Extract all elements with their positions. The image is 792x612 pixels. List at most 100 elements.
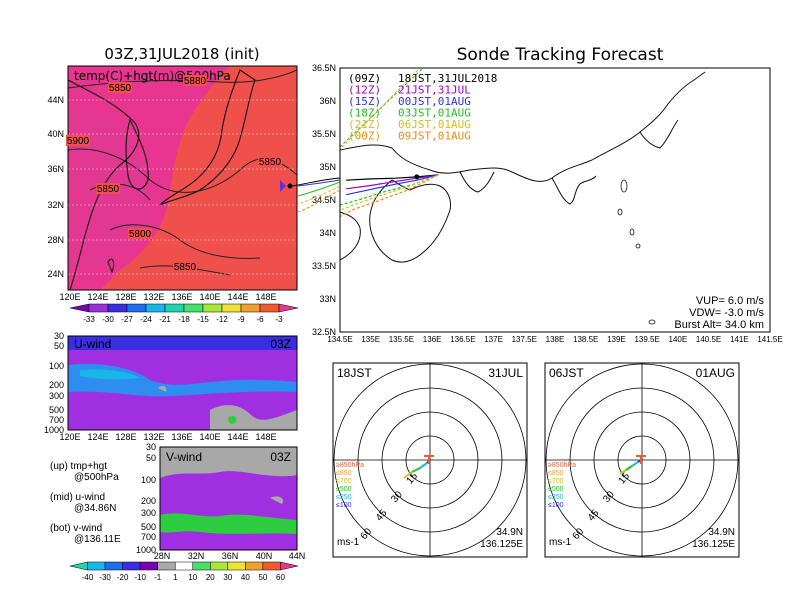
contour-label-bg (258, 156, 282, 167)
colorbar-swatch (183, 303, 204, 313)
vwind-lat-labels: 28N 32N 36N 40N 44N (154, 551, 306, 561)
hodograph-date: 01AUG (696, 366, 735, 380)
contour-label: 5800 (129, 229, 152, 240)
colorbar-label: 50 (258, 573, 267, 582)
hodograph-lon: 136.125E (692, 539, 735, 550)
lon-tick-label: 148E (255, 292, 276, 302)
lon-tick-label: 138.5E (573, 335, 598, 344)
colorbar-swatch (145, 303, 166, 313)
surface-wind-marker (424, 455, 434, 464)
colorbar-swatch (192, 561, 211, 571)
lat-tick-label: 36.5N (312, 63, 336, 73)
legend-note-line2: @500hPa (74, 472, 119, 483)
legend-note-line2: @34.86N (74, 503, 116, 514)
colorbar-label: -20 (117, 573, 129, 582)
track-line (345, 174, 439, 196)
uwind-time: 03Z (270, 337, 291, 351)
lat-tick-label: 40N (256, 551, 273, 561)
track-overlap-blue (297, 179, 341, 187)
contour-label-bg (66, 135, 90, 146)
hodograph-trace (619, 469, 627, 475)
track-exit-yellow (340, 68, 421, 150)
lon-tick-label: 138E (546, 335, 565, 344)
uwind-title: U-wind (74, 337, 111, 351)
lon-tick-label: 141E (730, 335, 749, 344)
track-legend-local: 09JST,01AUG (398, 130, 471, 143)
lon-tick-label: 136E (171, 292, 192, 302)
contour-labels: 5850 5900 5850 5850 5800 5850 5880 (66, 75, 282, 273)
pressure-tick-label: 100 (49, 361, 64, 371)
tracking-title: Sonde Tracking Forecast (457, 45, 664, 65)
lon-tick-label: 135.5E (389, 335, 414, 344)
contour-label: 5850 (259, 157, 282, 168)
colorbar-label: -33 (83, 315, 95, 324)
hodograph-level-label: ≤850 (548, 470, 564, 477)
coastline-izu (551, 175, 597, 205)
legend-note-line1: (bot) v-wind (50, 523, 102, 534)
pressure-tick-label: 30 (54, 331, 64, 341)
colorbar-swatch (139, 561, 158, 571)
colorbar-swatch (278, 303, 299, 313)
hodograph-level-label: ≥850hPa (336, 462, 364, 469)
lat-tick-label: 32N (47, 200, 64, 210)
lon-tick-label: 148E (255, 432, 276, 442)
hodograph-panel-2: 06JST 01AUG34.9N136.125Ems-115304560≥850h… (544, 362, 740, 558)
lon-tick-label: 140E (669, 335, 688, 344)
hodograph-level-label: ≤700 (548, 478, 564, 485)
colorbar-swatch (202, 303, 223, 313)
colorbar-label: 20 (206, 573, 215, 582)
lat-tick-label: 32.5N (312, 327, 336, 337)
colorbar-label: -18 (178, 315, 190, 324)
lat-tick-label: 34.5N (312, 195, 336, 205)
hodograph-level-label: ≤100 (548, 502, 564, 509)
contour-label-bg (183, 75, 207, 86)
uwind-blue-layer (68, 363, 297, 397)
colorbar-label: -12 (216, 315, 228, 324)
colorbar-swatch (157, 561, 176, 571)
vwind-gray-layer (160, 447, 297, 478)
hodograph-trace (631, 461, 639, 467)
contour-label-bg (128, 228, 152, 239)
hodograph-level-label: ≤500 (548, 486, 564, 493)
track-legend-local: 18JST,31JUL2018 (398, 72, 497, 85)
track-legend-local: 03JST,01AUG (398, 107, 471, 120)
pressure-tick-label: 500 (49, 405, 64, 415)
lon-tick-label: 128E (115, 292, 136, 302)
lat-tick-label: 36N (47, 164, 64, 174)
colorbar-swatch (280, 561, 299, 571)
lon-tick-label: 120E (59, 292, 80, 302)
pressure-tick-label: 30 (146, 442, 156, 452)
colorbar-label: -6 (256, 315, 264, 324)
lon-tick-label: 135E (361, 335, 380, 344)
lon-tick-label: 137E (484, 335, 503, 344)
height-contour (89, 183, 151, 201)
legend-notes: (up) tmp+hgt@500hPa (mid) u-wind@34.86N (b… (50, 461, 121, 545)
track-lat-labels: 36.5N 36N 35.5N 35N 34.5N 34N 33.5N 33N 32.5N (312, 63, 336, 337)
hodograph-trace (411, 467, 421, 473)
hodograph-lat: 34.9N (496, 527, 523, 538)
vup-label: VUP= 6.0 m/s (696, 295, 765, 307)
lon-tick-label: 136.5E (450, 335, 475, 344)
track-legend-utc: (18Z) (348, 107, 381, 120)
uwind-band (68, 336, 297, 350)
track-line (340, 174, 439, 212)
pressure-tick-label: 300 (49, 391, 64, 401)
colorbar-label: 30 (223, 573, 232, 582)
lon-tick-label: 132E (143, 292, 164, 302)
track-overlap-yellow (297, 185, 341, 205)
colorbar-swatch (164, 303, 185, 313)
colorbar-swatch (107, 303, 128, 313)
hodograph-level-label: ≤850 (336, 470, 352, 477)
contour-label-bg (173, 261, 197, 272)
lat-tick-label: 34N (319, 228, 336, 238)
temp-map-overlay-label: temp(C)+hgt(m)@500hPa (74, 69, 231, 83)
lon-tick-label: 141.5E (757, 335, 782, 344)
track-legend-utc: (15Z) (348, 95, 381, 108)
pressure-tick-label: 200 (49, 380, 64, 390)
vwind-frame (159, 446, 298, 551)
contour-label-bg (108, 82, 132, 93)
contour-label: 5880 (184, 76, 207, 87)
